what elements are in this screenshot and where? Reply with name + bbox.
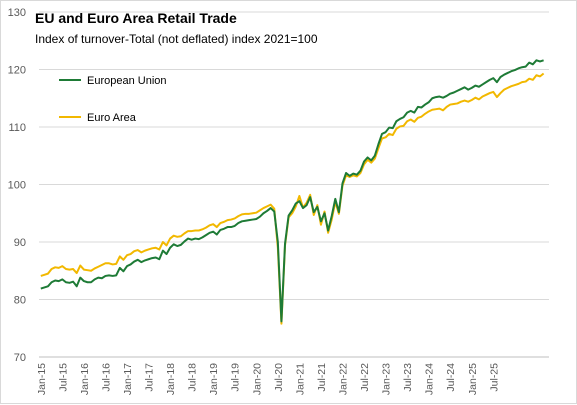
x-tick-label: Jan-17	[122, 363, 134, 395]
chart-subtitle: Index of turnover-Total (not deflated) i…	[35, 32, 318, 46]
x-tick-label: Jan-24	[424, 363, 436, 395]
x-tick-label: Jan-20	[251, 363, 263, 395]
x-axis-ticks: Jan-15 Jul-15 Jan-16 Jul-16 Jan-17 Jul-17 Jan-…	[36, 363, 501, 395]
series-lines	[40, 59, 545, 325]
x-tick-label: Jan-21	[294, 363, 306, 395]
y-tick-label: 80	[14, 295, 26, 307]
x-tick-label: Jul-23	[402, 363, 414, 392]
x-tick-label: Jul-15	[57, 363, 69, 392]
x-tick-label: Jan-16	[79, 363, 91, 395]
series-line-european-union	[40, 59, 544, 323]
x-tick-label: Jul-18	[187, 363, 199, 392]
y-axis-ticks: 70 80 90 100 110 120 130	[8, 7, 26, 364]
x-tick-label: Jul-16	[100, 363, 112, 392]
x-tick-label: Jul-19	[230, 363, 242, 392]
series-line-euro-area	[40, 72, 545, 325]
gridlines	[39, 11, 549, 300]
y-tick-label: 120	[8, 65, 26, 77]
chart-title: EU and Euro Area Retail Trade	[35, 10, 237, 26]
x-tick-label: Jul-17	[144, 363, 156, 392]
x-tick-label: Jan-19	[208, 363, 220, 395]
legend-label: Euro Area	[87, 112, 137, 124]
y-tick-label: 110	[8, 122, 26, 134]
y-tick-label: 130	[8, 7, 26, 19]
x-tick-label: Jul-21	[316, 363, 328, 392]
y-tick-label: 100	[8, 180, 26, 192]
y-tick-label: 90	[14, 237, 26, 249]
legend: European Union Euro Area	[59, 75, 167, 124]
x-tick-label: Jan-22	[337, 363, 349, 395]
legend-label: European Union	[87, 75, 167, 87]
x-tick-label: Jan-23	[381, 363, 393, 395]
x-tick-label: Jul-22	[359, 363, 371, 392]
x-tick-label: Jan-18	[165, 363, 177, 395]
x-tick-label: Jan-15	[36, 363, 48, 395]
x-tick-label: Jul-20	[273, 363, 285, 392]
x-tick-label: Jul-25	[488, 363, 500, 392]
x-tick-label: Jan-25	[467, 363, 479, 395]
x-tick-label: Jul-24	[445, 363, 457, 392]
y-tick-label: 70	[14, 352, 26, 364]
